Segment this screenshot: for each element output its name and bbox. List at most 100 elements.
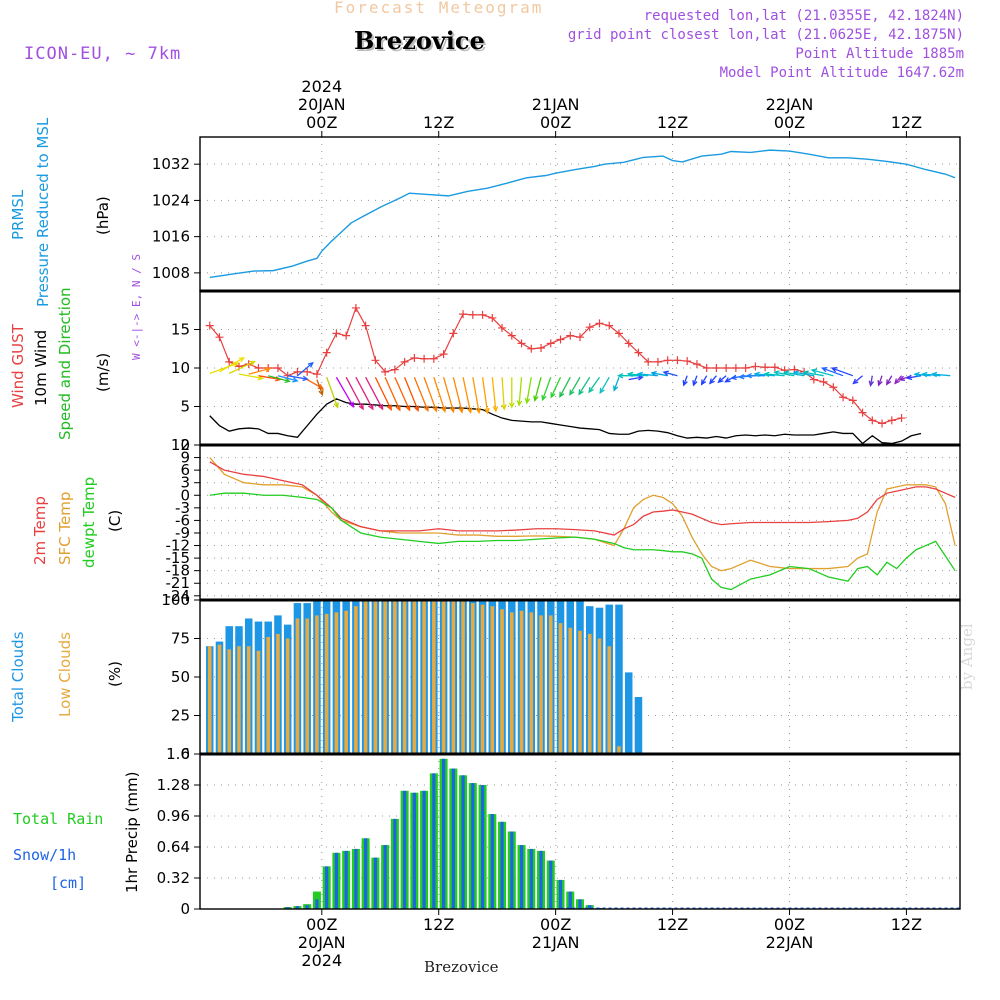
wind-direction-arrow: [248, 367, 271, 375]
gust-marker: [478, 310, 487, 319]
gust-marker: [897, 414, 906, 423]
wind-arrow-head: [830, 367, 838, 373]
low-cloud-bar: [500, 609, 504, 754]
low-cloud-bar: [412, 600, 417, 754]
low-cloud-bar: [207, 646, 212, 754]
low-cloud-bar: [402, 600, 407, 754]
wind-arrow-head: [709, 378, 715, 385]
wind-arrow-head: [302, 375, 309, 382]
wind-direction-arrow: [803, 371, 824, 377]
wind-direction-arrow: [345, 376, 364, 410]
low-cloud-bar: [383, 600, 387, 754]
low-cloud-bar: [305, 618, 309, 754]
snow-bar: [286, 907, 290, 909]
snow-bar: [373, 857, 377, 909]
panel-frame-1: [199, 136, 961, 292]
wind-arrow-head: [423, 405, 429, 413]
gust-marker: [653, 357, 662, 366]
top-time-label: 21JAN: [532, 95, 580, 114]
low-cloud-bar: [617, 746, 621, 754]
y-tick-label: 0: [180, 486, 190, 504]
wind-direction-arrow: [413, 376, 429, 411]
wind-direction-arrow: [258, 375, 281, 381]
wind-arrow-head: [516, 400, 523, 407]
gust-marker: [459, 310, 468, 319]
low-cloud-bar: [237, 646, 241, 754]
snow-bar: [403, 790, 407, 909]
info-requested: requested lon,lat (21.0355E, 42.1824N): [643, 8, 964, 24]
low-cloud-bar: [471, 603, 475, 754]
wind-arrow-head: [792, 370, 800, 376]
wind-arrow-head: [307, 361, 314, 368]
legend-snow: Snow/1h: [13, 846, 76, 864]
total-cloud-bar: [624, 672, 633, 754]
wind-arrow-head: [533, 395, 539, 402]
top-time-label: 12Z: [423, 113, 454, 132]
gust-marker: [829, 383, 838, 392]
wind-arrow-head: [820, 367, 828, 373]
y-tick-label: 5: [180, 398, 190, 416]
snow-bar: [519, 845, 524, 909]
low-cloud-bar: [324, 613, 329, 754]
snow-bar: [315, 899, 319, 909]
snow-bar: [451, 768, 455, 909]
wind-direction-arrow: [481, 377, 489, 413]
wind-arrow-head: [449, 406, 456, 414]
y-tick-label: 10: [171, 359, 190, 377]
wind-arrow-head: [650, 370, 657, 377]
wind-direction-arrow: [209, 362, 239, 375]
y-tick-label: -24: [166, 587, 191, 605]
product-title: Forecast Meteogram: [334, 0, 544, 17]
wind-direction-arrow: [335, 376, 354, 408]
snow-bar: [558, 879, 563, 909]
bottom-time-label: 12Z: [657, 915, 688, 934]
wind-arrow-head: [599, 387, 605, 395]
gust-marker: [439, 350, 448, 359]
gust-marker: [761, 363, 770, 372]
wind-arrow-head: [475, 407, 482, 415]
wind-direction-arrow: [651, 372, 668, 377]
total-cloud-bar: [615, 604, 623, 754]
wind-direction-arrow: [599, 376, 610, 394]
wind-arrow-head: [700, 379, 707, 386]
wind-direction-arrow: [365, 376, 384, 410]
y-tick-label: 0: [180, 900, 190, 918]
gust-marker: [722, 364, 731, 372]
gust-marker: [858, 408, 867, 417]
ylabel-2m-temp: 2m Temp: [31, 496, 49, 565]
low-cloud-bar: [461, 601, 465, 754]
ylabel-celsius: (C): [106, 510, 124, 532]
low-cloud-bar: [578, 630, 582, 754]
panel-1: 1008 1016 1024 1032: [152, 137, 960, 291]
wind-speed-line: [209, 398, 922, 445]
low-cloud-bar: [422, 600, 426, 754]
wind-direction-arrow: [287, 375, 308, 380]
y-tick-label: 25: [171, 707, 190, 725]
gust-marker: [634, 348, 643, 357]
top-time-label: 00Z: [306, 113, 337, 132]
gust-marker: [868, 416, 877, 425]
wind-arrow-head: [753, 371, 760, 378]
wind-direction-arrow: [663, 371, 678, 377]
wind-direction-arrow: [297, 362, 314, 377]
low-cloud-bar: [519, 610, 524, 754]
ylabel-total-clouds: Total Clouds: [9, 631, 27, 723]
panel-2: 0 5 10 15: [171, 291, 960, 454]
wind-arrow-head: [905, 374, 913, 381]
wind-direction-arrow: [452, 377, 463, 413]
top-time-label: 20JAN: [298, 95, 346, 114]
wind-direction-arrow: [277, 375, 298, 382]
ylabel-percent: (%): [106, 661, 124, 687]
wind-arrow-head: [509, 402, 515, 409]
top-time-label: 12Z: [891, 113, 922, 132]
y-tick-label: 100: [161, 591, 190, 609]
ylabel-hpa: (hPa): [94, 196, 112, 235]
ylabel-gust: Wind GUST: [9, 323, 27, 408]
wind-arrow-head: [386, 404, 392, 411]
bottom-time-label: 00Z: [306, 915, 337, 934]
wind-direction-arrow: [692, 375, 698, 386]
low-cloud-bar: [285, 638, 290, 754]
low-cloud-bar: [480, 604, 485, 754]
gust-marker: [702, 364, 711, 372]
bottom-time-label: 00Z: [774, 915, 805, 934]
